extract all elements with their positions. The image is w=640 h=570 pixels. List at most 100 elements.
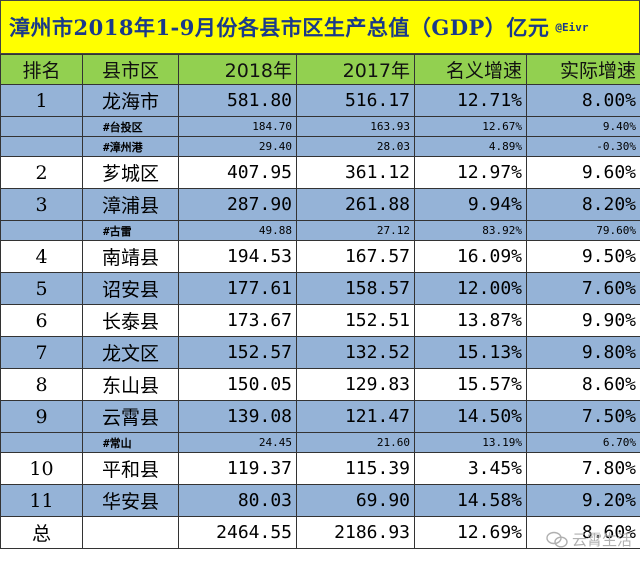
cell-rank: 8 xyxy=(0,368,83,401)
table-row: 2 芗城区 407.95 361.12 12.97% 9.60% xyxy=(0,156,640,189)
cell-gdp-2018: 177.61 xyxy=(178,272,297,305)
cell-gdp-2018: 139.08 xyxy=(178,400,297,433)
header-2018: 2018年 xyxy=(178,54,297,85)
cell-region: 南靖县 xyxy=(82,240,179,273)
cell-gdp-2018: 407.95 xyxy=(178,156,297,189)
cell-region: 云霄县 xyxy=(82,400,179,433)
cell-gdp-2017: 152.51 xyxy=(296,304,415,337)
cell-nominal-growth: 3.45% xyxy=(414,452,527,485)
cell-real-growth: 79.60% xyxy=(526,220,640,241)
table-row: 6 长泰县 173.67 152.51 13.87% 9.90% xyxy=(0,304,640,337)
cell-region: #古雷 xyxy=(82,220,179,241)
header-rank: 排名 xyxy=(0,54,83,85)
cell-gdp-2017: 361.12 xyxy=(296,156,415,189)
cell-rank: 总 xyxy=(0,516,83,549)
cell-gdp-2017: 28.03 xyxy=(296,136,415,157)
sub-region-row: #台投区 184.70 163.93 12.67% 9.40% xyxy=(0,116,640,137)
cell-region: #常山 xyxy=(82,432,179,453)
cell-rank xyxy=(0,136,83,157)
table-row: 4 南靖县 194.53 167.57 16.09% 9.50% xyxy=(0,240,640,273)
author-tag: @Eivr xyxy=(555,20,589,34)
cell-region: #漳州港 xyxy=(82,136,179,157)
cell-nominal-growth: 12.67% xyxy=(414,116,527,137)
cell-region: 龙海市 xyxy=(82,84,179,117)
cell-real-growth: 7.50% xyxy=(526,400,640,433)
cell-rank: 11 xyxy=(0,484,83,517)
cell-nominal-growth: 16.09% xyxy=(414,240,527,273)
cell-real-growth: 9.80% xyxy=(526,336,640,369)
header-row: 排名 县市区 2018年 2017年 名义增速 实际增速 xyxy=(0,54,640,85)
table-row: 1 龙海市 581.80 516.17 12.71% 8.00% xyxy=(0,84,640,117)
cell-real-growth: 8.60% xyxy=(526,516,640,549)
cell-rank: 7 xyxy=(0,336,83,369)
cell-region: 华安县 xyxy=(82,484,179,517)
cell-gdp-2017: 115.39 xyxy=(296,452,415,485)
sub-region-row: #漳州港 29.40 28.03 4.89% -0.30% xyxy=(0,136,640,157)
sub-region-row: #古雷 49.88 27.12 83.92% 79.60% xyxy=(0,220,640,241)
cell-gdp-2018: 150.05 xyxy=(178,368,297,401)
cell-gdp-2017: 129.83 xyxy=(296,368,415,401)
cell-gdp-2017: 27.12 xyxy=(296,220,415,241)
cell-gdp-2017: 132.52 xyxy=(296,336,415,369)
cell-region: 东山县 xyxy=(82,368,179,401)
table-row: 总 2464.55 2186.93 12.69% 8.60% xyxy=(0,516,640,549)
cell-real-growth: -0.30% xyxy=(526,136,640,157)
cell-nominal-growth: 9.94% xyxy=(414,188,527,221)
cell-gdp-2017: 261.88 xyxy=(296,188,415,221)
cell-nominal-growth: 13.87% xyxy=(414,304,527,337)
cell-rank xyxy=(0,220,83,241)
cell-gdp-2017: 167.57 xyxy=(296,240,415,273)
cell-rank: 9 xyxy=(0,400,83,433)
cell-rank xyxy=(0,432,83,453)
cell-real-growth: 9.40% xyxy=(526,116,640,137)
cell-gdp-2018: 80.03 xyxy=(178,484,297,517)
cell-nominal-growth: 13.19% xyxy=(414,432,527,453)
cell-gdp-2017: 69.90 xyxy=(296,484,415,517)
cell-gdp-2018: 581.80 xyxy=(178,84,297,117)
table-row: 7 龙文区 152.57 132.52 15.13% 9.80% xyxy=(0,336,640,369)
cell-real-growth: 9.60% xyxy=(526,156,640,189)
cell-real-growth: 7.80% xyxy=(526,452,640,485)
header-real-growth: 实际增速 xyxy=(526,54,640,85)
cell-real-growth: 9.20% xyxy=(526,484,640,517)
cell-nominal-growth: 15.13% xyxy=(414,336,527,369)
cell-region: 芗城区 xyxy=(82,156,179,189)
sub-region-row: #常山 24.45 21.60 13.19% 6.70% xyxy=(0,432,640,453)
cell-region: 长泰县 xyxy=(82,304,179,337)
cell-nominal-growth: 83.92% xyxy=(414,220,527,241)
table-row: 11 华安县 80.03 69.90 14.58% 9.20% xyxy=(0,484,640,517)
cell-real-growth: 9.50% xyxy=(526,240,640,273)
cell-nominal-growth: 12.69% xyxy=(414,516,527,549)
cell-region: 平和县 xyxy=(82,452,179,485)
cell-region: 漳浦县 xyxy=(82,188,179,221)
table-row: 3 漳浦县 287.90 261.88 9.94% 8.20% xyxy=(0,188,640,221)
cell-region xyxy=(82,516,179,549)
header-nominal-growth: 名义增速 xyxy=(414,54,527,85)
cell-nominal-growth: 4.89% xyxy=(414,136,527,157)
cell-nominal-growth: 14.50% xyxy=(414,400,527,433)
cell-gdp-2018: 184.70 xyxy=(178,116,297,137)
cell-gdp-2017: 516.17 xyxy=(296,84,415,117)
cell-gdp-2018: 119.37 xyxy=(178,452,297,485)
gdp-table: 排名 县市区 2018年 2017年 名义增速 实际增速 1 龙海市 581.80 5… xyxy=(0,54,640,549)
cell-nominal-growth: 12.97% xyxy=(414,156,527,189)
cell-rank: 5 xyxy=(0,272,83,305)
cell-gdp-2017: 163.93 xyxy=(296,116,415,137)
cell-real-growth: 8.60% xyxy=(526,368,640,401)
cell-rank xyxy=(0,116,83,137)
cell-nominal-growth: 12.00% xyxy=(414,272,527,305)
table-title-bar: 漳州市2018年1-9月份各县市区生产总值（GDP）亿元 @Eivr xyxy=(0,0,640,54)
watermark: 云霄生活 xyxy=(546,529,632,550)
cell-gdp-2018: 49.88 xyxy=(178,220,297,241)
cell-rank: 6 xyxy=(0,304,83,337)
cell-gdp-2018: 194.53 xyxy=(178,240,297,273)
cell-rank: 10 xyxy=(0,452,83,485)
cell-real-growth: 8.20% xyxy=(526,188,640,221)
chat-bubble-icon xyxy=(546,531,568,548)
table-row: 5 诏安县 177.61 158.57 12.00% 7.60% xyxy=(0,272,640,305)
cell-gdp-2017: 21.60 xyxy=(296,432,415,453)
cell-rank: 2 xyxy=(0,156,83,189)
cell-real-growth: 9.90% xyxy=(526,304,640,337)
cell-rank: 4 xyxy=(0,240,83,273)
cell-real-growth: 6.70% xyxy=(526,432,640,453)
